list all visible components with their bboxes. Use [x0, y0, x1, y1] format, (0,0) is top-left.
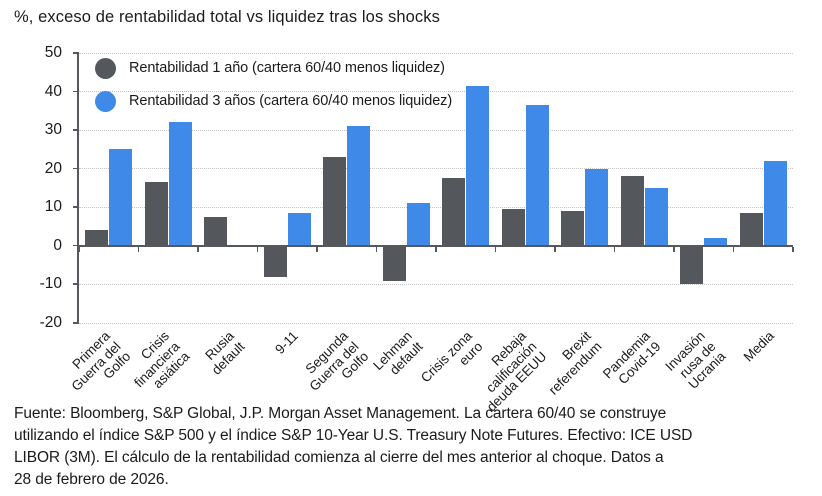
x-axis-tick	[375, 246, 378, 252]
bar-3y	[525, 105, 549, 246]
gridline	[79, 283, 793, 285]
bar-3y	[287, 213, 311, 246]
legend-marker-1y-icon	[95, 57, 116, 79]
y-axis-tick	[73, 129, 79, 131]
bar-1y	[501, 209, 525, 246]
y-axis-label: 10	[44, 198, 62, 216]
bar-1y	[442, 178, 465, 246]
x-axis-tick	[554, 246, 556, 252]
x-axis-tick	[732, 246, 735, 252]
bar-3y	[704, 238, 727, 246]
y-axis-label: 30	[44, 121, 62, 139]
bar-1y	[739, 213, 763, 246]
legend-item-3y: Rentabilidad 3 años (cartera 60/40 menos…	[95, 90, 452, 112]
legend-label-1y: Rentabilidad 1 año (cartera 60/40 menos …	[129, 60, 445, 76]
chart-title: %, exceso de rentabilidad total vs liqui…	[14, 8, 440, 26]
x-axis-tick	[316, 246, 318, 252]
y-axis-tick	[73, 283, 79, 285]
x-axis-tick	[78, 246, 80, 252]
bar-1y	[263, 245, 287, 277]
y-axis-label: 0	[53, 236, 62, 254]
y-axis-label: -10	[39, 275, 62, 293]
y-axis-line	[77, 53, 79, 323]
bar-3y	[466, 85, 489, 246]
gridline	[79, 91, 793, 93]
y-axis-label: 40	[44, 82, 62, 100]
y-axis-tick	[73, 244, 79, 247]
y-axis-tick	[73, 206, 79, 208]
bar-1y	[561, 211, 584, 246]
source-note: Fuente: Bloomberg, S&P Global, J.P. Morg…	[14, 403, 820, 491]
gridline	[79, 52, 793, 54]
source-note-line: 28 de febrero de 2026.	[14, 471, 169, 488]
y-axis-label: -20	[39, 314, 62, 331]
bar-1y	[144, 182, 168, 246]
source-note-line: LIBOR (3M). El cálculo de la rentabilida…	[14, 449, 664, 466]
x-axis-tick	[137, 246, 140, 252]
y-axis-tick	[73, 322, 79, 324]
source-note-line: Fuente: Bloomberg, S&P Global, J.P. Morg…	[14, 405, 667, 422]
gridline	[79, 206, 793, 208]
bar-3y	[168, 122, 192, 246]
bar-3y	[347, 126, 370, 246]
bar-3y	[406, 203, 430, 246]
x-axis-tick	[435, 246, 437, 252]
legend-label-3y: Rentabilidad 3 años (cartera 60/40 menos…	[129, 93, 453, 109]
y-axis-label: 20	[44, 159, 62, 177]
x-axis-tick	[494, 246, 497, 252]
y-axis-label: 50	[44, 44, 62, 61]
x-axis-tick	[613, 246, 616, 252]
bar-3y	[763, 161, 787, 246]
x-axis-tick	[792, 246, 794, 252]
bar-1y	[204, 216, 227, 246]
gridline	[79, 168, 793, 170]
y-axis-tick	[73, 52, 79, 54]
y-axis-tick	[73, 90, 79, 93]
zero-axis-line	[77, 244, 793, 247]
bar-3y	[585, 168, 608, 246]
bar-1y	[382, 245, 406, 281]
gridline	[79, 129, 793, 131]
bar-1y	[85, 230, 108, 246]
bar-3y	[109, 149, 132, 246]
x-axis-tick	[673, 246, 675, 252]
x-axis-tick	[197, 246, 199, 252]
source-note-line: utilizando el índice S&P 500 y el índice…	[14, 427, 693, 444]
y-axis-tick	[73, 167, 79, 170]
legend-marker-3y-icon	[95, 90, 116, 112]
bar-1y	[323, 157, 346, 246]
bar-1y	[620, 176, 644, 246]
bar-1y	[680, 245, 703, 285]
bar-3y	[644, 188, 668, 246]
legend-item-1y: Rentabilidad 1 año (cartera 60/40 menos …	[95, 57, 445, 79]
gridline	[79, 322, 793, 324]
x-axis-tick	[256, 246, 259, 252]
